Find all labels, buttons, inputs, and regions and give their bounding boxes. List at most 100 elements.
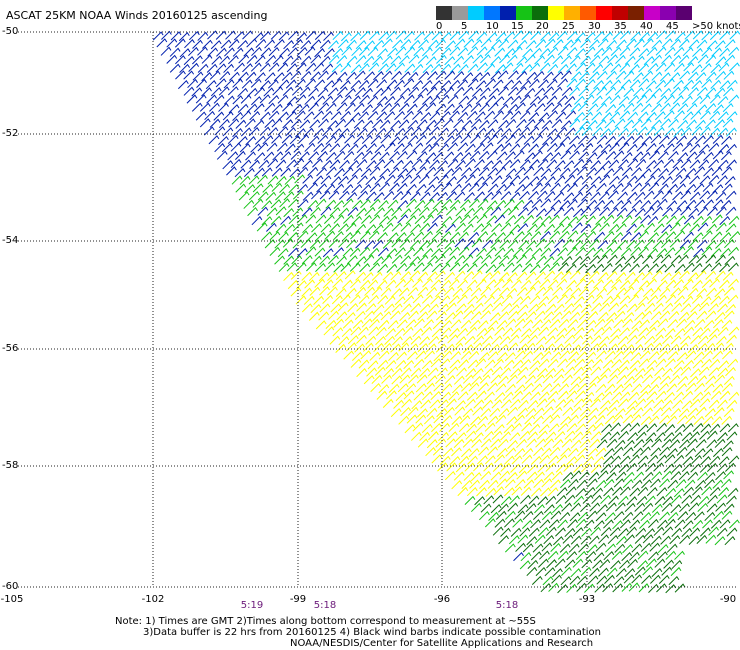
wind-barb xyxy=(626,303,638,313)
wind-barb xyxy=(373,304,385,314)
wind-barb xyxy=(204,110,216,121)
wind-barb xyxy=(662,399,673,409)
wind-barb xyxy=(234,62,245,72)
wind-barb xyxy=(309,119,321,129)
wind-barb xyxy=(242,30,253,40)
wind-barb xyxy=(266,142,278,152)
wind-barb xyxy=(630,246,642,256)
wind-barb xyxy=(430,80,442,90)
wind-barb xyxy=(547,279,559,289)
wind-barb xyxy=(667,350,679,361)
wind-barb xyxy=(477,320,489,330)
wind-barb xyxy=(723,407,735,418)
wind-barb xyxy=(619,279,631,290)
wind-barb xyxy=(484,110,496,120)
wind-barb xyxy=(522,199,534,209)
wind-barb xyxy=(699,126,711,136)
wind-barb xyxy=(539,454,550,464)
wind-barb xyxy=(682,278,694,289)
wind-barb xyxy=(674,519,686,529)
wind-barb xyxy=(631,199,643,209)
wind-barb xyxy=(467,63,479,73)
wind-barb xyxy=(559,167,571,177)
wind-barb xyxy=(682,295,694,305)
wind-barb xyxy=(525,102,537,113)
wind-barb xyxy=(573,208,584,218)
wind-barb xyxy=(421,143,433,154)
wind-barb xyxy=(568,383,580,393)
wind-barb xyxy=(467,455,478,465)
wind-barb xyxy=(641,88,653,98)
wind-barb xyxy=(626,223,637,233)
wind-barb xyxy=(354,343,366,353)
wind-barb xyxy=(197,31,209,41)
wind-barb xyxy=(286,262,298,272)
wind-barb xyxy=(331,295,343,305)
wind-barb xyxy=(354,70,366,80)
wind-barb xyxy=(632,344,644,354)
wind-barb xyxy=(710,63,722,74)
wind-barb xyxy=(725,366,736,377)
wind-barb xyxy=(705,254,717,264)
wind-barb xyxy=(581,559,593,569)
wind-barb xyxy=(532,351,544,362)
wind-barb xyxy=(697,54,709,64)
wind-barb xyxy=(480,407,492,418)
wind-barb xyxy=(564,430,576,440)
wind-barb xyxy=(340,110,352,121)
wind-barb xyxy=(590,222,602,233)
wind-barb xyxy=(446,462,458,472)
wind-barb xyxy=(551,102,563,112)
wind-barb xyxy=(584,31,596,42)
wind-barb xyxy=(487,351,499,361)
wind-barb xyxy=(454,38,466,48)
wind-barb xyxy=(589,54,601,64)
wind-barb xyxy=(261,216,273,226)
wind-barb xyxy=(578,87,590,97)
wind-barb xyxy=(470,502,482,513)
wind-barb xyxy=(678,86,690,96)
wind-barb xyxy=(590,335,602,345)
wind-barb xyxy=(549,247,561,257)
wind-barb xyxy=(548,519,560,529)
wind-barb xyxy=(160,46,172,56)
wind-barb xyxy=(691,79,703,90)
wind-barb xyxy=(699,190,711,200)
wind-barb xyxy=(576,232,587,242)
wind-barb xyxy=(706,462,718,473)
wind-barb xyxy=(485,279,497,289)
wind-barb xyxy=(533,118,545,128)
wind-barb xyxy=(251,46,262,57)
wind-barb xyxy=(607,207,619,217)
wind-barb xyxy=(484,359,496,369)
wind-barb xyxy=(278,79,290,89)
wind-barb xyxy=(632,72,644,82)
wind-barb xyxy=(440,327,452,337)
wind-barb xyxy=(601,46,613,56)
wind-barb xyxy=(363,254,375,264)
wind-barb xyxy=(699,527,711,537)
wind-barb xyxy=(653,526,665,536)
wind-barb xyxy=(653,126,665,136)
wind-barb xyxy=(282,119,294,129)
wind-barb xyxy=(427,207,439,218)
wind-barb xyxy=(679,175,691,185)
wind-barb xyxy=(639,31,650,42)
wind-barb xyxy=(518,175,530,185)
wind-barb xyxy=(540,319,552,329)
wind-barb xyxy=(665,487,677,498)
wind-barb xyxy=(632,102,644,112)
wind-barb xyxy=(568,167,580,177)
wind-barb xyxy=(606,567,618,577)
wind-barb xyxy=(661,438,673,448)
wind-barb xyxy=(635,335,647,345)
wind-barb xyxy=(329,159,341,169)
wind-barb xyxy=(717,326,729,336)
wind-barb xyxy=(261,200,273,210)
wind-barb xyxy=(476,46,488,56)
wind-barb xyxy=(622,318,633,328)
wind-barb xyxy=(501,175,513,185)
wind-barb xyxy=(209,70,221,80)
wind-barb xyxy=(664,30,676,40)
wind-barb xyxy=(623,70,635,80)
